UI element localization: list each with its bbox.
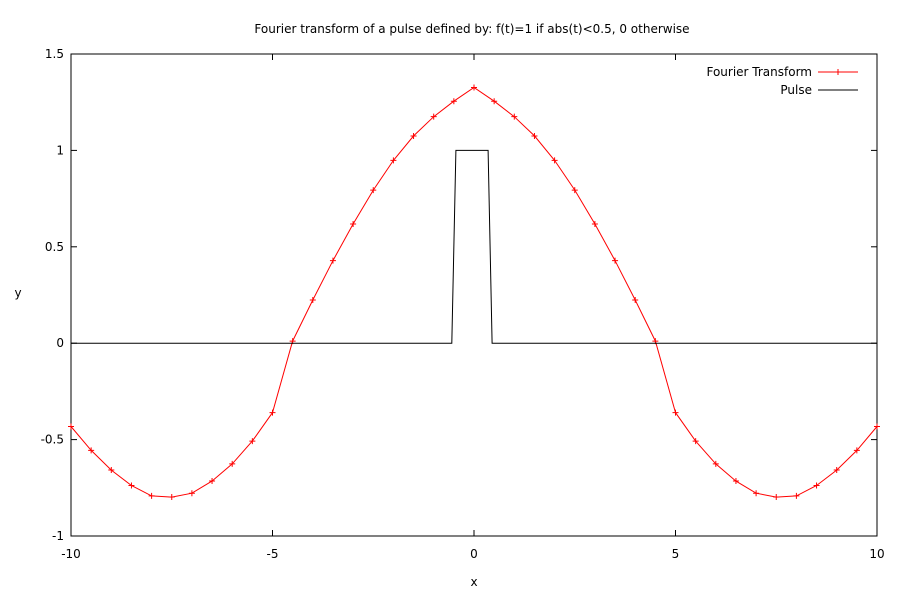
data-point <box>309 297 316 304</box>
data-point <box>712 460 719 467</box>
data-point <box>350 221 357 228</box>
plot-frame <box>70 53 878 537</box>
data-point <box>88 447 95 454</box>
y-tick-label: 1.5 <box>45 47 64 61</box>
y-axis-label: y <box>14 286 21 300</box>
data-point <box>753 490 760 497</box>
series-layer <box>68 84 880 501</box>
data-point <box>773 494 780 501</box>
data-point <box>188 490 195 497</box>
data-point <box>390 157 397 164</box>
x-tick-label: 0 <box>470 547 478 561</box>
x-tick-label: 5 <box>672 547 680 561</box>
data-point <box>450 98 457 105</box>
data-point <box>793 492 800 499</box>
data-point <box>249 438 256 445</box>
data-point <box>491 98 498 105</box>
y-tick-label: -1 <box>52 529 64 543</box>
x-tick-label: 10 <box>869 547 884 561</box>
data-point <box>148 492 155 499</box>
data-point <box>874 423 880 430</box>
data-point <box>108 467 115 474</box>
legend-label: Fourier Transform <box>706 65 812 79</box>
y-tick-label: -0.5 <box>41 433 64 447</box>
data-point <box>531 132 538 139</box>
data-point <box>692 438 699 445</box>
data-point <box>329 257 336 264</box>
data-point <box>471 84 477 91</box>
data-point <box>430 113 437 120</box>
data-point <box>732 478 739 485</box>
y-tick-label: 0 <box>56 336 64 350</box>
axis-ticks: -10 -5 0 5 10 -1 -0.5 0 0.5 1 1.5 <box>41 47 885 561</box>
data-point <box>632 297 639 304</box>
data-point <box>813 482 820 489</box>
data-point <box>370 187 377 194</box>
x-tick-label: -5 <box>267 547 279 561</box>
chart-title: Fourier transform of a pulse defined by:… <box>254 22 689 36</box>
data-point <box>672 409 679 416</box>
series-line <box>70 86 878 498</box>
data-point <box>571 187 578 194</box>
x-axis-label: x <box>470 575 477 589</box>
data-point <box>551 157 558 164</box>
data-point <box>410 132 417 139</box>
data-point <box>168 494 175 501</box>
data-point <box>591 221 598 228</box>
data-point <box>229 460 236 467</box>
data-point <box>612 257 619 264</box>
data-point <box>128 482 135 489</box>
data-point <box>511 113 518 120</box>
legend-label: Pulse <box>780 83 812 97</box>
data-point <box>209 478 216 485</box>
data-point <box>853 447 860 454</box>
data-point <box>833 467 840 474</box>
legend-marker <box>835 69 841 75</box>
legend: Fourier Transform Pulse <box>706 65 858 97</box>
x-tick-label: -10 <box>61 547 81 561</box>
data-point <box>68 423 74 430</box>
y-tick-label: 1 <box>56 143 64 157</box>
data-point <box>269 409 276 416</box>
y-tick-label: 0.5 <box>45 240 64 254</box>
series-line <box>71 149 877 344</box>
